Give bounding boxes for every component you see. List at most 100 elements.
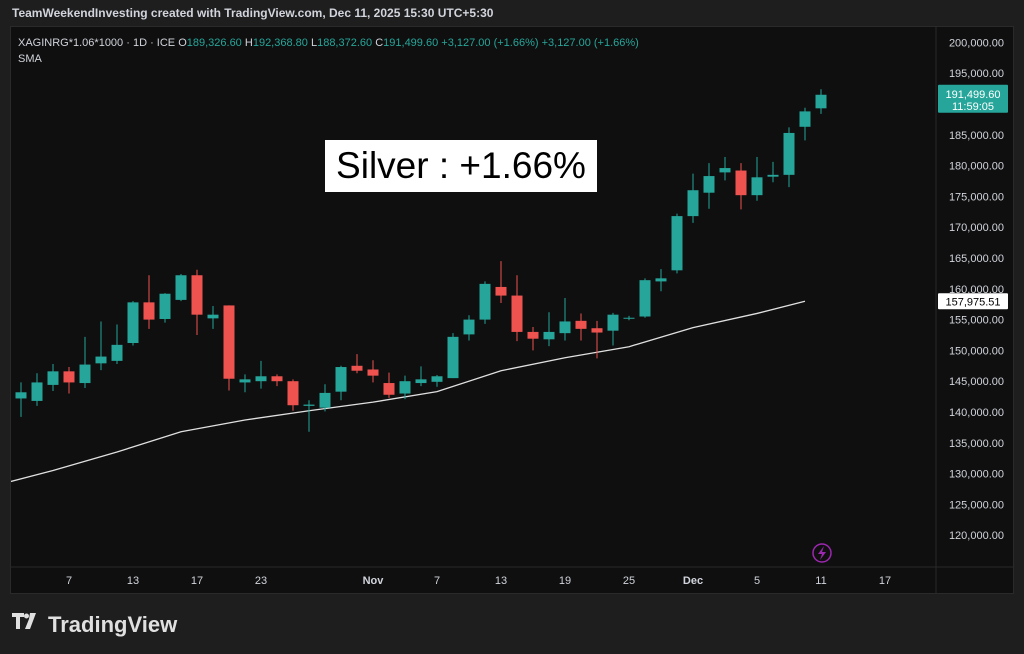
candle-body[interactable] [111, 344, 123, 361]
candle-body[interactable] [799, 111, 811, 127]
candle-body[interactable] [303, 404, 315, 406]
candle-body[interactable] [591, 328, 603, 333]
lightning-icon[interactable] [812, 543, 832, 563]
sma-value-label: 157,975.51 [945, 296, 1000, 308]
y-tick-label: 185,000.00 [949, 130, 1004, 142]
x-tick-label: 19 [559, 575, 571, 587]
candle-body[interactable] [527, 331, 539, 339]
candle-body[interactable] [687, 190, 699, 217]
candle-body[interactable] [575, 320, 587, 329]
low-label: L [310, 37, 318, 49]
candle-body[interactable] [287, 381, 299, 406]
candle-body[interactable] [703, 176, 715, 193]
x-tick-label: 25 [623, 575, 635, 587]
x-tick-label: 5 [754, 575, 760, 587]
close-value: 191,499.60 [383, 37, 439, 49]
y-tick-label: 160,000.00 [949, 284, 1004, 296]
candle-body[interactable] [735, 170, 747, 196]
y-tick-label: 180,000.00 [949, 161, 1004, 173]
candle-body[interactable] [63, 371, 75, 383]
chart-annotation: Silver : +1.66% [325, 140, 597, 192]
candle-body[interactable] [623, 317, 635, 319]
candle-body[interactable] [767, 174, 779, 177]
y-tick-label: 165,000.00 [949, 253, 1004, 265]
y-tick-label: 135,000.00 [949, 438, 1004, 450]
candle-body[interactable] [95, 356, 107, 364]
candle-body[interactable] [207, 314, 219, 319]
x-tick-label: 13 [127, 575, 139, 587]
y-tick-label: 145,000.00 [949, 376, 1004, 388]
y-tick-label: 130,000.00 [949, 469, 1004, 481]
candle-body[interactable] [447, 336, 459, 379]
candle-body[interactable] [479, 283, 491, 320]
candle-body[interactable] [383, 383, 395, 395]
y-tick-label: 175,000.00 [949, 191, 1004, 203]
candle-body[interactable] [559, 321, 571, 334]
candle-body[interactable] [367, 369, 379, 376]
candle-body[interactable] [335, 367, 347, 392]
candle-body[interactable] [463, 319, 475, 335]
symbol-label[interactable]: XAGINRG*1.06*1000 · 1D · ICE [18, 37, 176, 49]
x-tick-label: Nov [363, 575, 385, 587]
tradingview-mark-icon [12, 613, 42, 637]
candle-body[interactable] [159, 293, 171, 319]
candle-body[interactable] [47, 371, 59, 385]
candle-body[interactable] [175, 275, 187, 300]
candle-body[interactable] [511, 295, 523, 332]
sma-indicator-label[interactable]: SMA [18, 53, 42, 65]
candle-body[interactable] [239, 379, 251, 383]
high-value: 192,368.80 [252, 37, 308, 49]
change-value-secondary: +3,127.00 (+1.66%) [541, 37, 639, 49]
candle-body[interactable] [495, 286, 507, 296]
candle-body[interactable] [719, 168, 731, 173]
candle-body[interactable] [607, 314, 619, 331]
y-tick-label: 140,000.00 [949, 407, 1004, 419]
ohlc-legend: XAGINRG*1.06*1000 · 1D · ICE O189,326.60… [18, 37, 639, 49]
candle-body[interactable] [415, 379, 427, 384]
candle-body[interactable] [783, 132, 795, 175]
candle-body[interactable] [319, 392, 331, 408]
candle-body[interactable] [351, 365, 363, 371]
y-tick-label: 125,000.00 [949, 499, 1004, 511]
close-label: C [375, 37, 384, 49]
candle-body[interactable] [143, 302, 155, 320]
open-value: 189,326.60 [186, 37, 242, 49]
y-tick-label: 155,000.00 [949, 315, 1004, 327]
candle-body[interactable] [639, 280, 651, 317]
x-tick-label: Dec [683, 575, 703, 587]
x-tick-label: 17 [879, 575, 891, 587]
x-tick-label: 11 [815, 575, 826, 587]
candle-body[interactable] [127, 302, 139, 344]
last-price-tag [938, 84, 1008, 113]
low-value: 188,372.60 [317, 37, 373, 49]
y-tick-label: 170,000.00 [949, 222, 1004, 234]
x-tick-label: 13 [495, 575, 507, 587]
high-label: H [244, 37, 253, 49]
brand-name: TradingView [48, 612, 178, 637]
y-tick-label: 195,000.00 [949, 68, 1004, 80]
candle-body[interactable] [543, 331, 555, 340]
candle-body[interactable] [255, 376, 267, 382]
open-label: O [178, 37, 187, 49]
candle-body[interactable] [271, 376, 283, 382]
candle-body[interactable] [399, 381, 411, 394]
candle-body[interactable] [751, 177, 763, 196]
candle-body[interactable] [31, 382, 43, 401]
candle-body[interactable] [671, 216, 683, 271]
candle-body[interactable] [15, 392, 27, 399]
y-tick-label: 150,000.00 [949, 345, 1004, 357]
y-tick-label: 200,000.00 [949, 37, 1004, 49]
candle-body[interactable] [655, 278, 667, 282]
candle-body[interactable] [431, 376, 443, 382]
change-value: +3,127.00 (+1.66%) [441, 37, 539, 49]
sma-value-tag [938, 293, 1008, 310]
last-price-label: 191,499.60 [945, 89, 1000, 101]
candle-body[interactable] [79, 364, 91, 384]
sma-line [11, 300, 806, 483]
candle-body[interactable] [191, 275, 203, 315]
candle-body[interactable] [223, 305, 235, 379]
x-tick-label: 17 [191, 575, 203, 587]
x-tick-label: 7 [66, 575, 72, 587]
candle-body[interactable] [815, 94, 827, 109]
